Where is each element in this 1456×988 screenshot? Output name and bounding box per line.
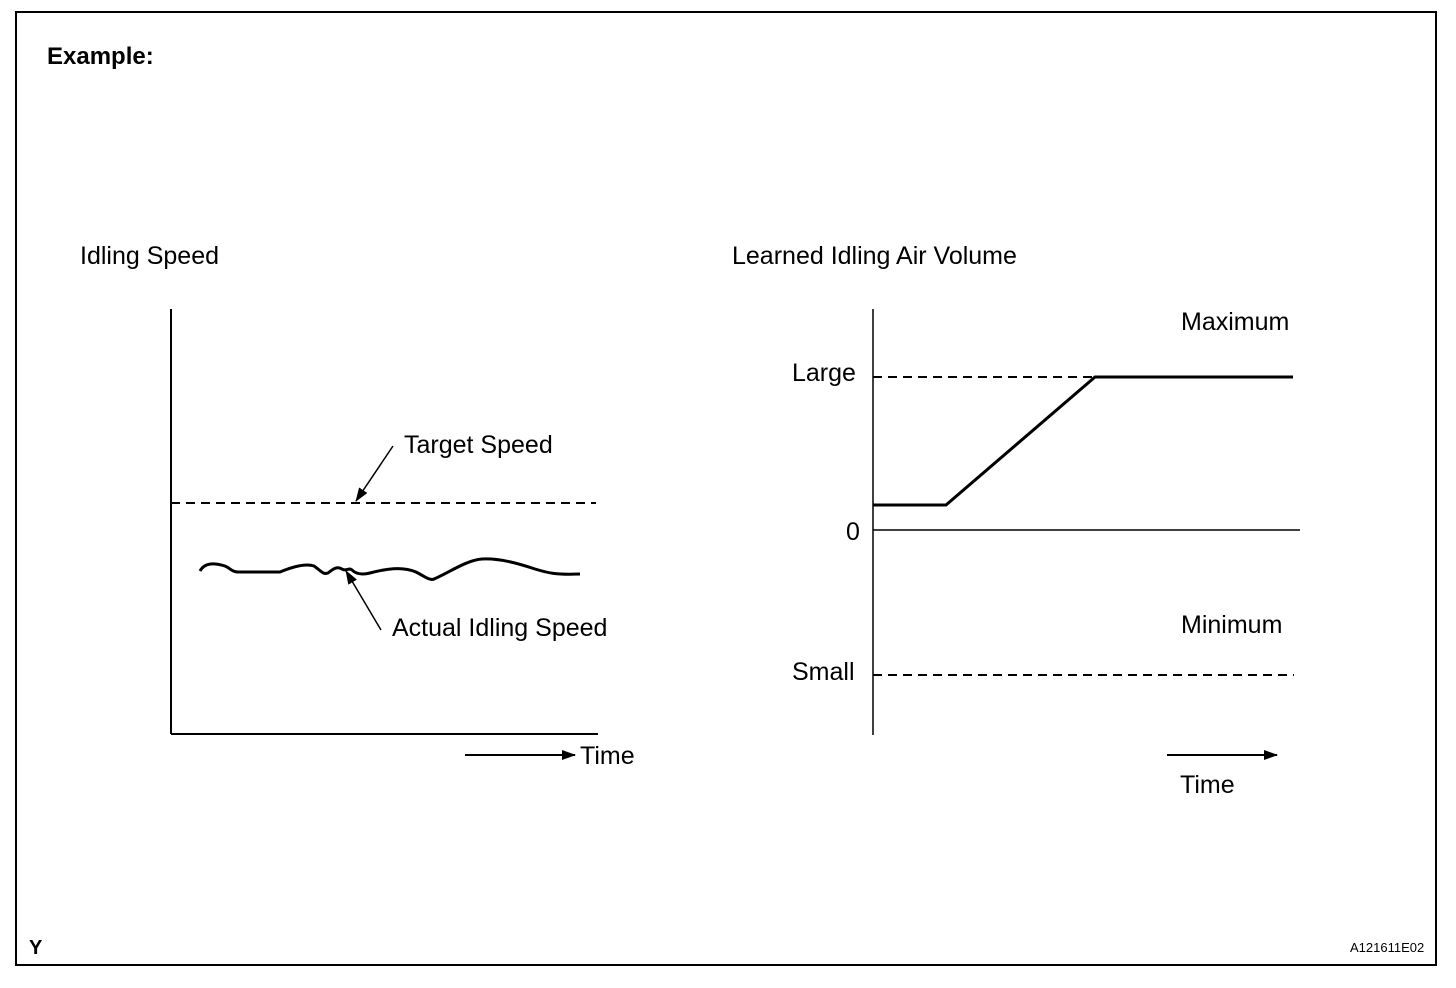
- learned-air-volume-line: [873, 375, 1293, 507]
- right-time-label: Time: [1180, 771, 1235, 799]
- target-speed-label: Target Speed: [404, 431, 553, 459]
- large-label: Large: [792, 359, 856, 387]
- minimum-label: Minimum: [1181, 611, 1283, 639]
- actual-speed-pointer: [345, 570, 382, 631]
- actual-idling-speed-label: Actual Idling Speed: [392, 614, 608, 642]
- right-chart-title: Learned Idling Air Volume: [732, 242, 1017, 270]
- target-speed-pointer: [355, 445, 394, 502]
- left-time-label: Time: [580, 742, 635, 770]
- actual-idling-speed-curve: [198, 557, 581, 581]
- maximum-label: Maximum: [1181, 308, 1290, 336]
- zero-label: 0: [846, 518, 860, 546]
- figure-frame: [15, 11, 1437, 966]
- small-label: Small: [792, 658, 855, 686]
- figure-code: A121611E02: [1350, 940, 1425, 955]
- corner-mark: Y: [29, 937, 43, 959]
- example-heading: Example:: [47, 43, 154, 70]
- left-chart-title: Idling Speed: [80, 242, 220, 270]
